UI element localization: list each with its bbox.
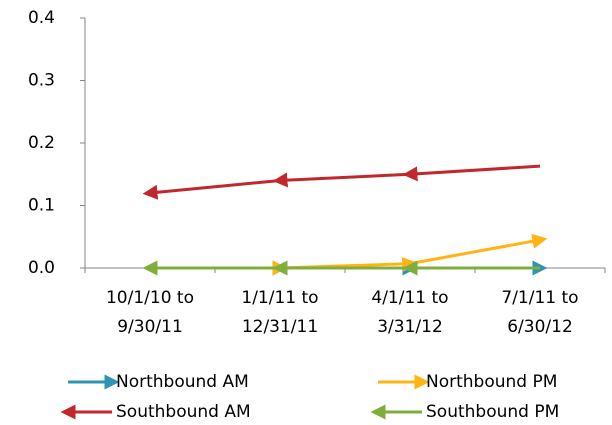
legend-label: Southbound AM [116, 402, 251, 422]
x-tick-label: 10/1/10 to 9/30/11 [106, 288, 194, 337]
legend-label: Northbound AM [116, 372, 249, 392]
legend-item: Southbound PM [370, 402, 559, 422]
series-line [150, 233, 548, 276]
y-tick-label: 0.3 [28, 71, 55, 91]
legend-label: Northbound PM [426, 372, 557, 392]
y-tick-label: 0.1 [28, 196, 55, 216]
x-tick-label: 1/1/11 to 12/31/11 [241, 288, 318, 337]
legend-item: Northbound AM [68, 372, 249, 392]
series-line [142, 164, 541, 200]
y-tick-label: 0.4 [28, 8, 55, 28]
legend-item: Northbound PM [378, 372, 557, 392]
legend-item: Southbound AM [60, 402, 251, 422]
y-tick-label: 0.2 [28, 133, 55, 153]
y-tick-label: 0.0 [28, 258, 55, 278]
x-tick-label: 4/1/11 to 3/31/12 [371, 288, 448, 337]
x-tick-label: 7/1/11 to 6/30/12 [501, 288, 578, 337]
legend-label: Southbound PM [426, 402, 559, 422]
